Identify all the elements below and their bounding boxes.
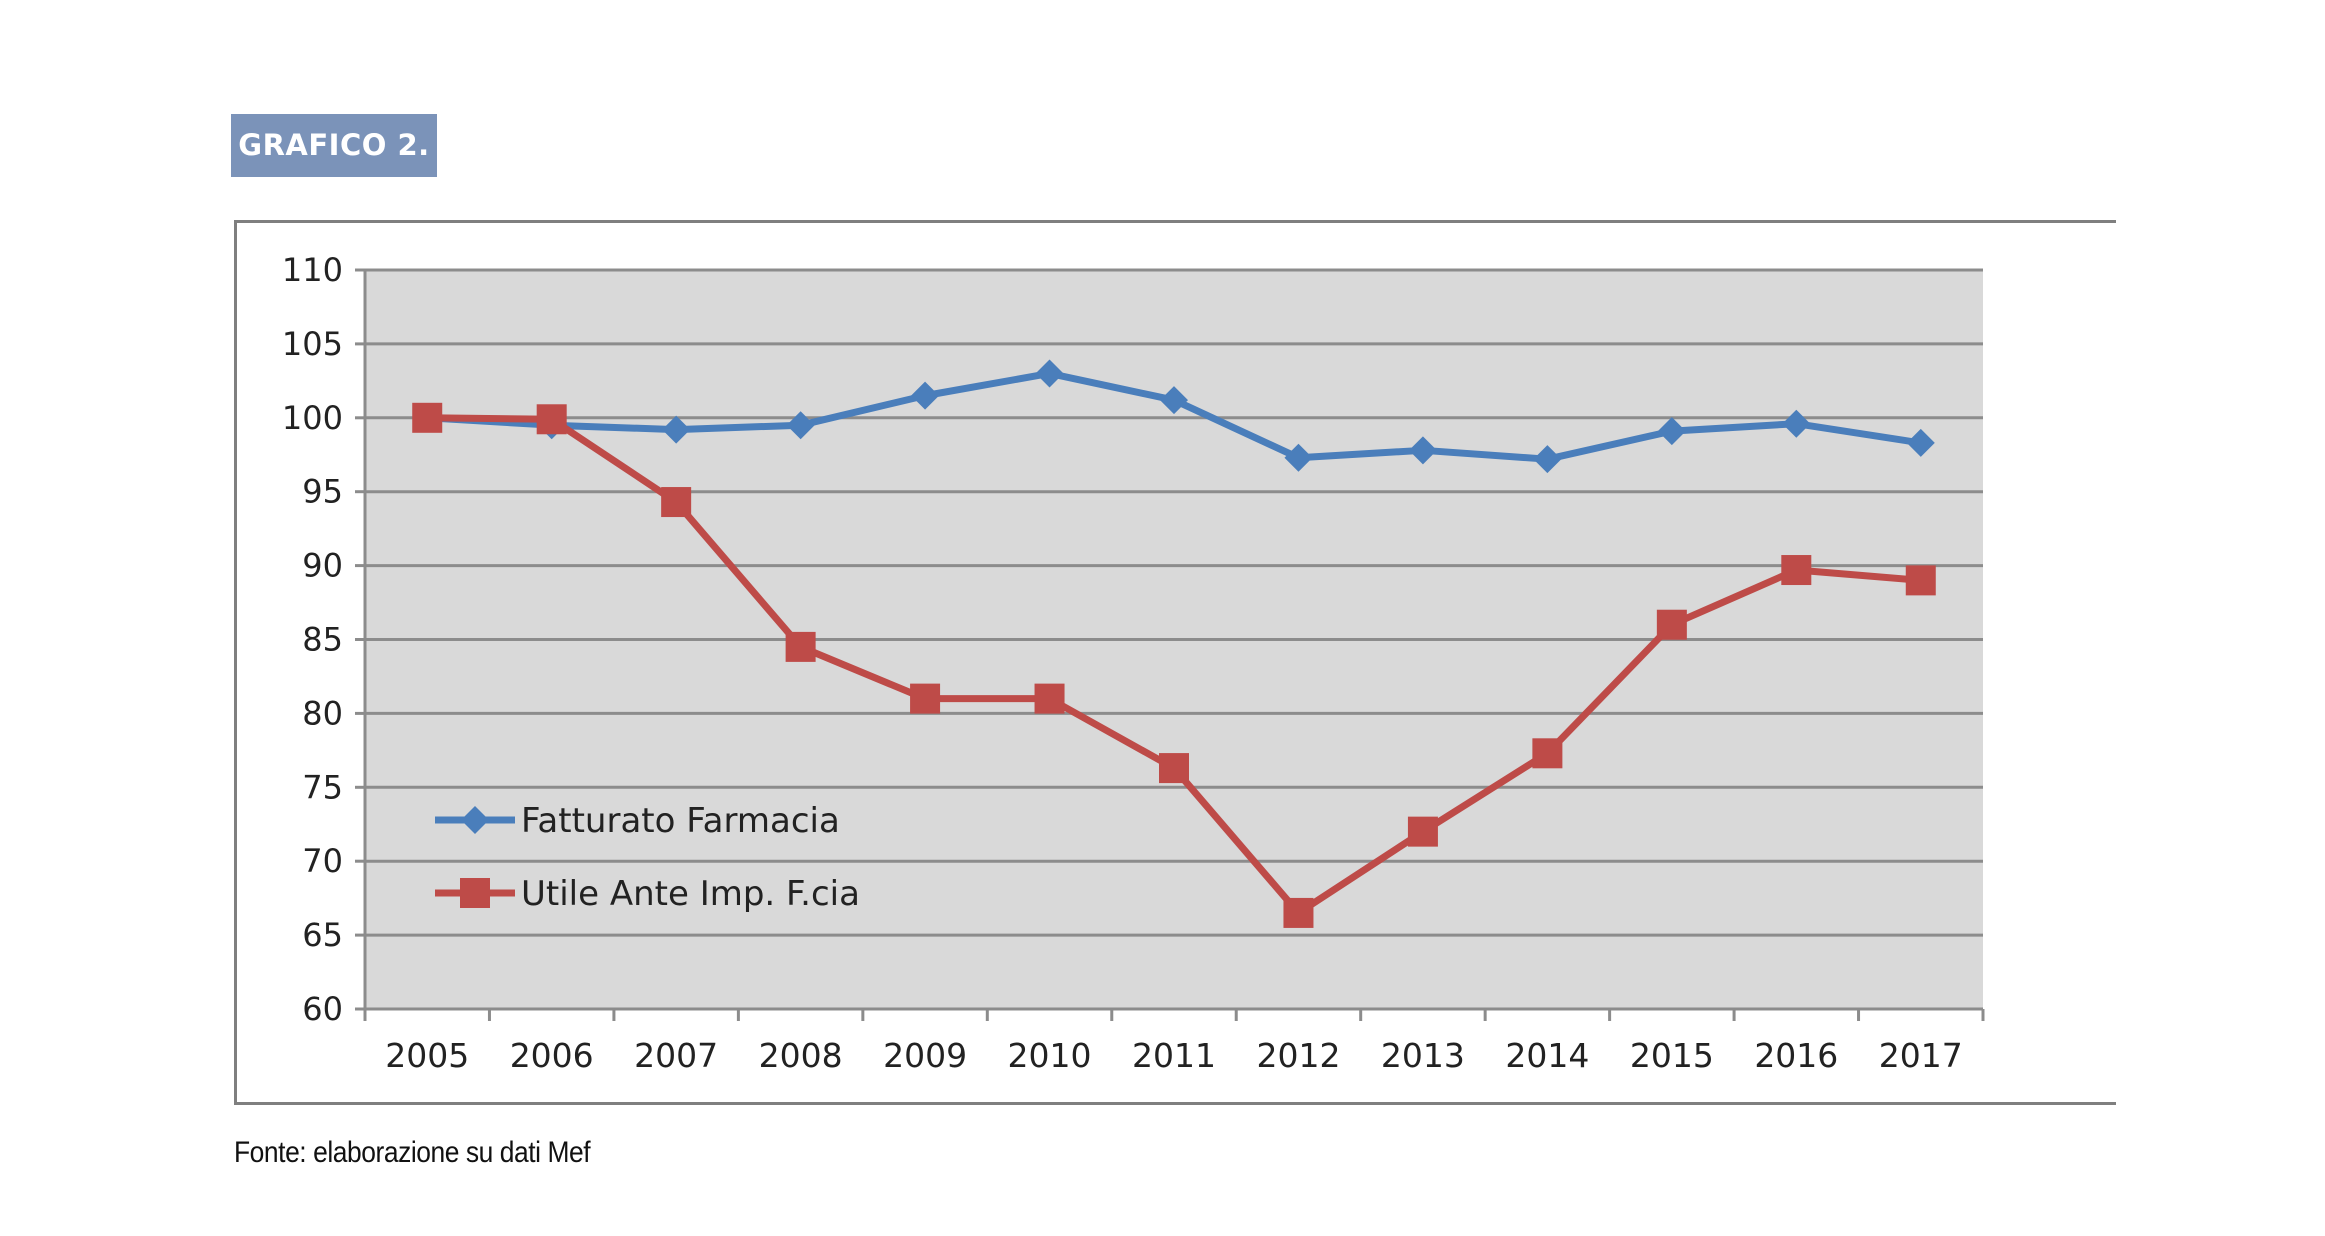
data-point-diamond: [911, 381, 940, 410]
y-tick-label: 75: [302, 768, 343, 806]
data-point-diamond: [786, 411, 815, 440]
data-point-diamond: [1657, 417, 1686, 446]
data-point-square: [460, 878, 490, 908]
y-tick-label: 95: [302, 473, 343, 511]
data-point-square: [1656, 609, 1687, 640]
y-tick-label: 70: [302, 842, 343, 880]
y-tick-label: 60: [302, 990, 343, 1028]
data-point-square: [1407, 816, 1438, 847]
y-tick-label: 65: [302, 916, 343, 954]
x-tick-label: 2011: [1132, 1036, 1216, 1075]
chart-number-badge: GRAFICO 2.: [231, 114, 437, 177]
x-tick-label: 2013: [1381, 1036, 1465, 1075]
data-point-diamond: [1160, 386, 1188, 415]
x-tick-label: 2009: [883, 1036, 967, 1075]
x-tick-label: 2016: [1754, 1036, 1838, 1075]
data-point-square: [661, 487, 692, 518]
data-point-square: [412, 402, 443, 433]
data-point-diamond: [662, 415, 691, 444]
legend-label: Fatturato Farmacia: [521, 801, 840, 841]
y-tick-label: 105: [282, 325, 343, 363]
data-point-diamond: [461, 806, 489, 834]
x-tick-label: 2005: [385, 1036, 469, 1075]
data-point-diamond: [1533, 445, 1562, 474]
x-tick-label: 2007: [634, 1036, 718, 1075]
data-point-diamond: [1284, 443, 1313, 472]
x-tick-label: 2006: [510, 1036, 594, 1075]
data-point-square: [1905, 565, 1936, 596]
y-tick-label: 110: [282, 251, 343, 289]
data-point-square: [536, 404, 567, 435]
x-tick-label: 2014: [1505, 1036, 1589, 1075]
source-note: Fonte: elaborazione su dati Mef: [234, 1136, 591, 1169]
y-tick-label: 100: [282, 399, 343, 437]
data-point-diamond: [1906, 428, 1935, 457]
data-point-square: [1034, 683, 1065, 714]
data-point-square: [1283, 897, 1314, 928]
data-point-square: [1532, 738, 1563, 769]
x-tick-label: 2008: [759, 1036, 843, 1075]
legend-label: Utile Ante Imp. F.cia: [521, 874, 860, 914]
data-point-diamond: [1035, 359, 1064, 388]
chart-frame: 60 65 70 75 80 85 90 95 100 105 110 2005 2006 2007 200…: [234, 220, 2116, 1105]
y-tick-label: 80: [302, 694, 343, 732]
line-chart: 60 65 70 75 80 85 90 95 100 105 110 2005 2006 2007 200…: [282, 251, 1985, 1075]
data-point-square: [785, 631, 816, 662]
data-point-diamond: [1408, 436, 1437, 465]
x-tick-label: 2017: [1879, 1036, 1963, 1075]
data-point-square: [910, 683, 941, 714]
data-point-square: [1159, 753, 1189, 784]
data-point-square: [1781, 555, 1812, 586]
x-tick-label: 2010: [1008, 1036, 1092, 1075]
x-tick-label: 2012: [1256, 1036, 1340, 1075]
y-tick-label: 85: [302, 621, 343, 659]
y-tick-label: 90: [302, 547, 343, 585]
x-tick-label: 2015: [1630, 1036, 1714, 1075]
data-point-diamond: [1782, 409, 1811, 438]
